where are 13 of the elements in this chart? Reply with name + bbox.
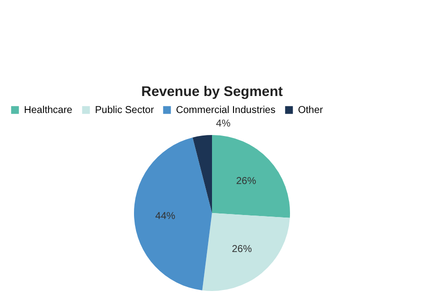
chart-title: Revenue by Segment [141, 83, 284, 99]
pie-slice [202, 213, 290, 291]
data-label: 44% [155, 210, 176, 222]
pie-slice [134, 137, 212, 290]
legend-label: Other [298, 105, 324, 116]
legend-label: Public Sector [95, 105, 155, 116]
pie-slice [192, 135, 212, 213]
data-label: 26% [232, 244, 252, 256]
legend-label: Commercial Industries [176, 105, 276, 116]
legend-label: Healthcare [24, 105, 73, 116]
data-label: 4% [216, 118, 231, 130]
data-label: 26% [236, 176, 256, 187]
pie-slice [212, 135, 290, 218]
